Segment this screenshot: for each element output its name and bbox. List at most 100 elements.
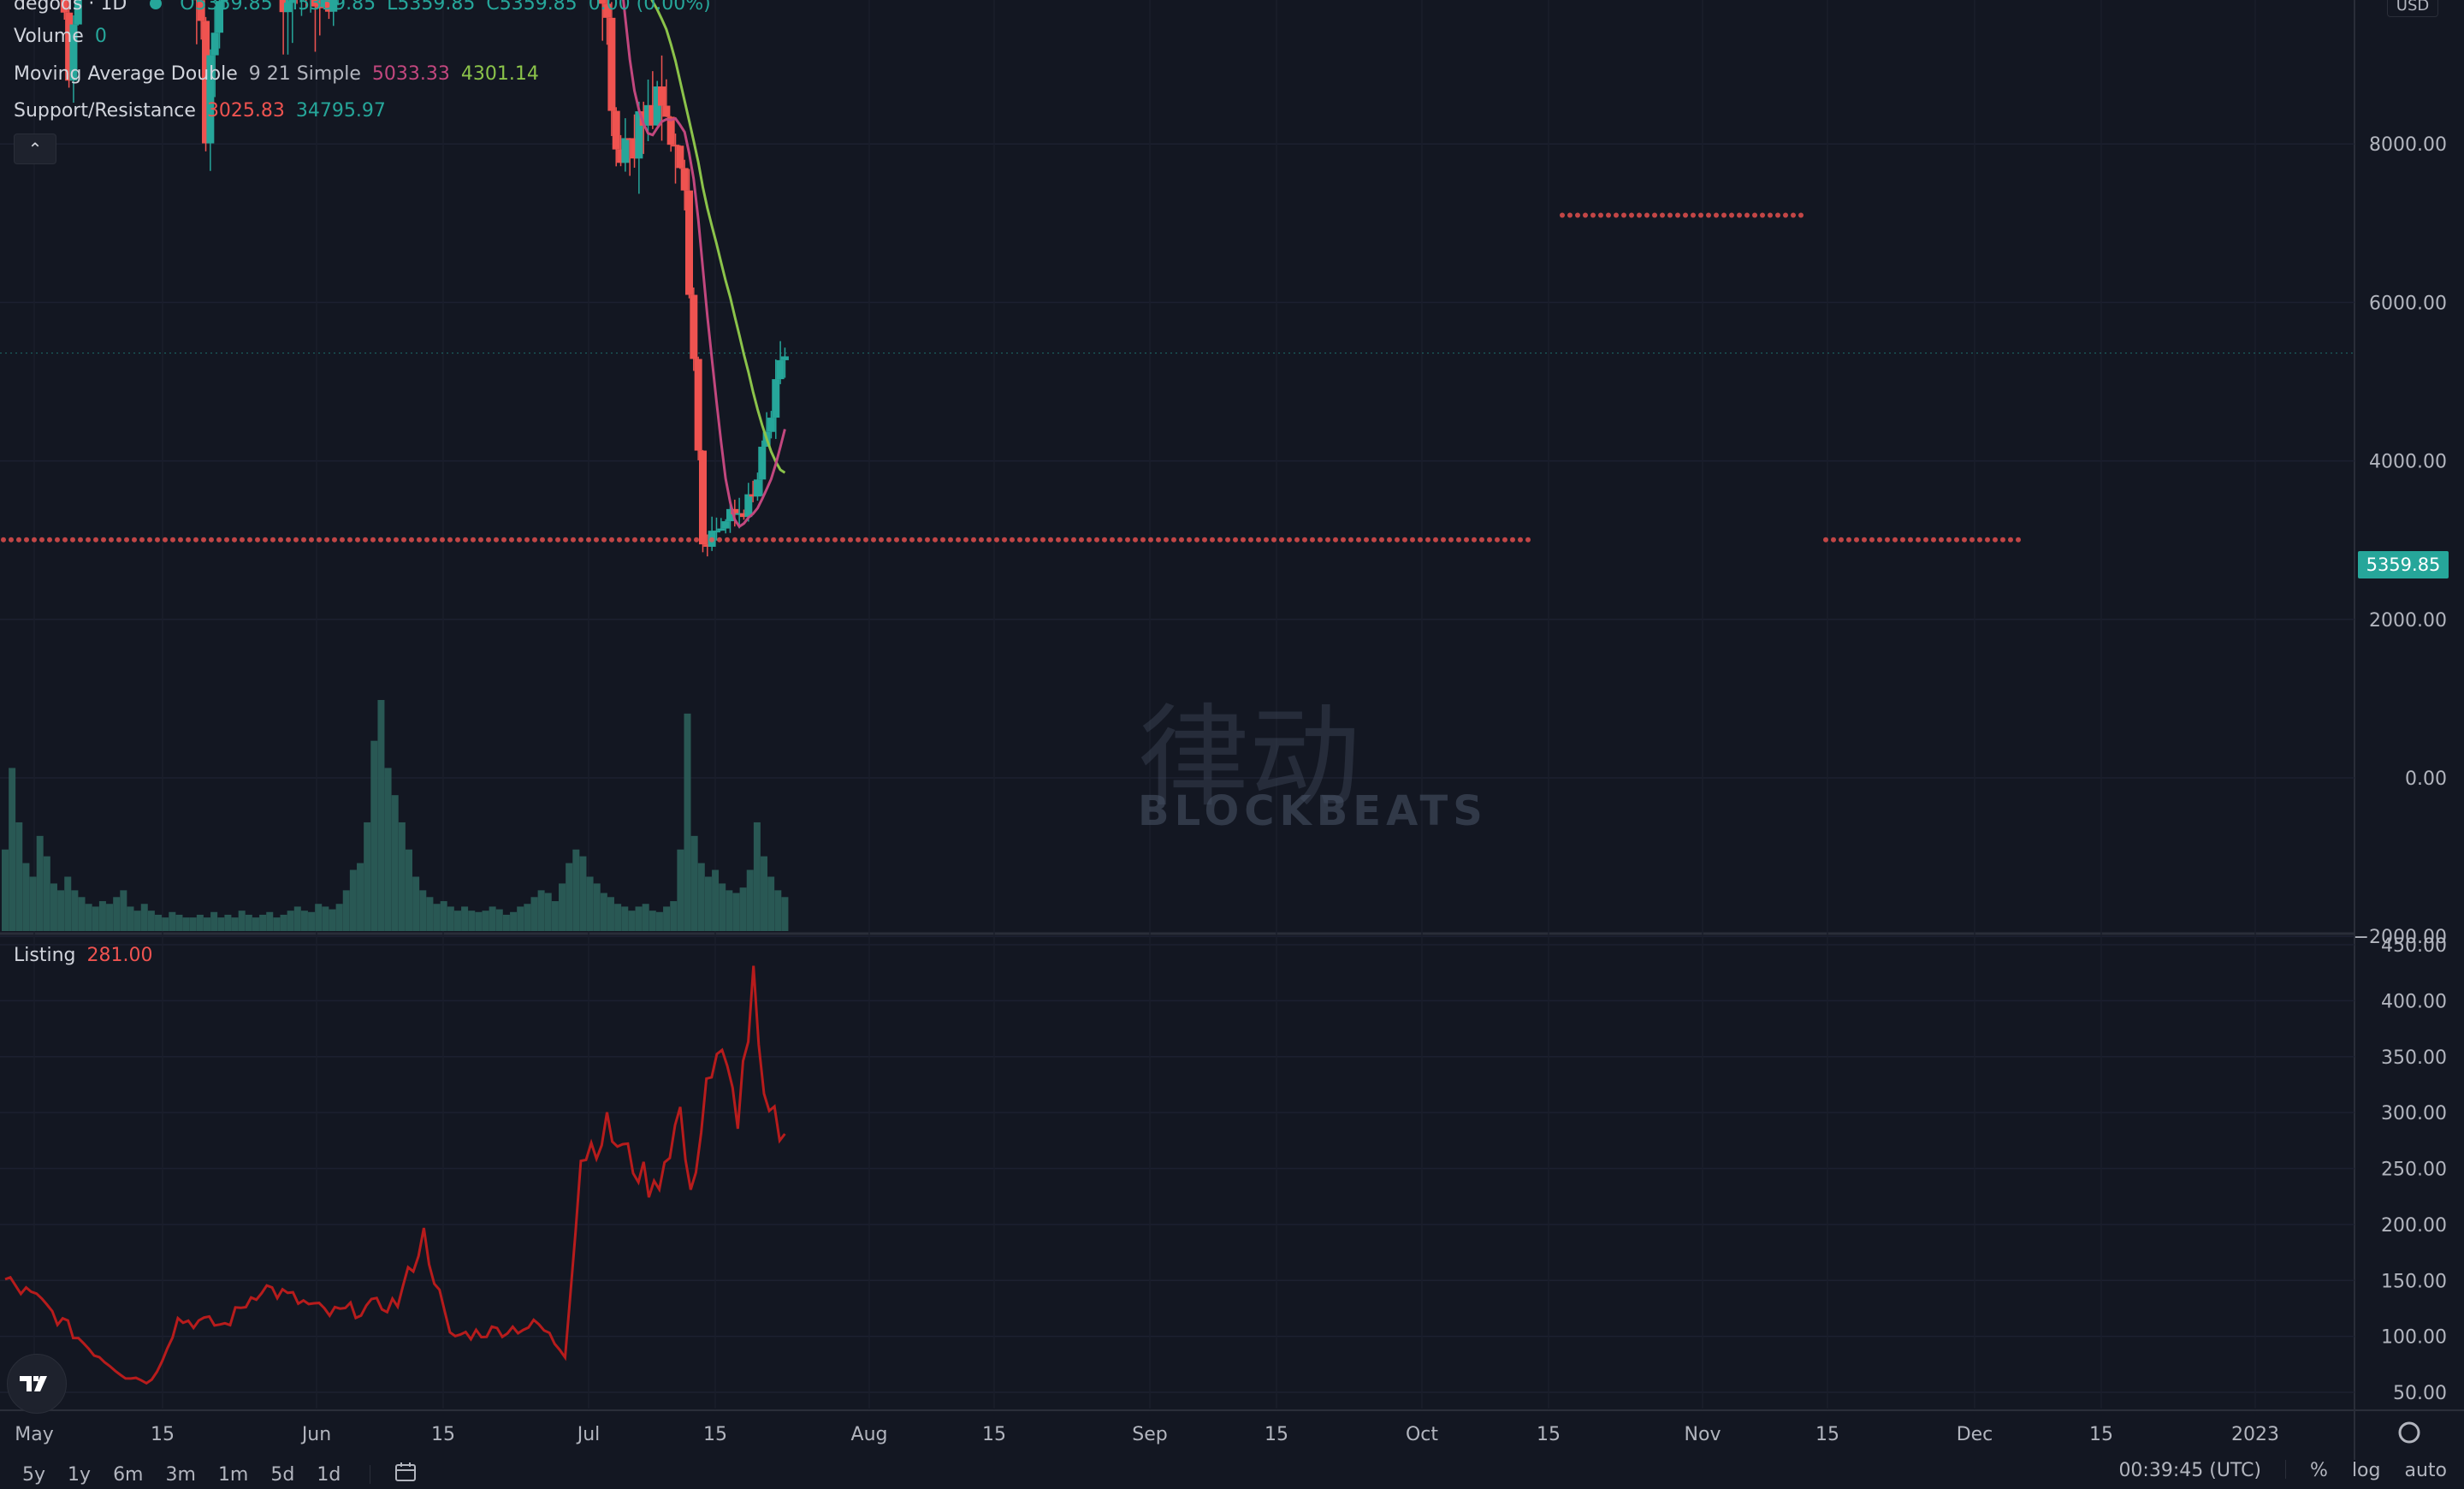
range-1d-button[interactable]: 1d bbox=[317, 1463, 341, 1486]
support-dot bbox=[1133, 537, 1138, 543]
time-tick-label: 15 bbox=[2089, 1424, 2113, 1445]
support-dot bbox=[1525, 537, 1531, 543]
support-dot bbox=[1675, 212, 1680, 218]
support-dot bbox=[340, 537, 345, 543]
support-dot bbox=[332, 537, 337, 543]
support-dot bbox=[1752, 212, 1757, 218]
support-dot bbox=[863, 537, 868, 543]
support-dot bbox=[1614, 212, 1619, 218]
support-dot bbox=[1869, 537, 1875, 543]
sr-legend[interactable]: Support/Resistance 3025.83 34795.97 bbox=[14, 100, 391, 122]
volume-bar bbox=[767, 876, 775, 931]
volume-bar bbox=[140, 904, 148, 931]
volume-bar bbox=[315, 904, 323, 931]
support-dot bbox=[1518, 537, 1523, 543]
support-dot bbox=[840, 537, 845, 543]
range-6m-button[interactable]: 6m bbox=[113, 1463, 144, 1486]
support-dot bbox=[1071, 537, 1076, 543]
ohlc-open: O5359.85 bbox=[180, 0, 273, 15]
volume-bar bbox=[593, 883, 601, 931]
volume-bar bbox=[210, 911, 218, 931]
candle-body bbox=[694, 359, 702, 451]
volume-bar bbox=[453, 911, 461, 931]
volume-value: 0 bbox=[94, 26, 107, 47]
support-dot bbox=[1590, 212, 1596, 218]
log-toggle[interactable]: log bbox=[2351, 1460, 2381, 1481]
support-dot bbox=[1017, 537, 1022, 543]
support-dot bbox=[1033, 537, 1038, 543]
support-dot bbox=[363, 537, 368, 543]
support-dot bbox=[1395, 537, 1400, 543]
support-dot bbox=[9, 537, 14, 543]
auto-toggle[interactable]: auto bbox=[2404, 1460, 2447, 1481]
settings-gear-icon[interactable] bbox=[2398, 1421, 2420, 1444]
volume-bar bbox=[162, 917, 169, 931]
percent-toggle[interactable]: % bbox=[2310, 1460, 2328, 1481]
tradingview-logo-icon[interactable] bbox=[7, 1354, 67, 1414]
support-dot bbox=[1387, 537, 1392, 543]
support-dot bbox=[601, 537, 607, 543]
support-dot bbox=[116, 537, 121, 543]
symbol-label[interactable]: degods · 1D bbox=[14, 0, 127, 15]
support-dot bbox=[1775, 212, 1780, 218]
support-dot bbox=[39, 537, 44, 543]
support-dot bbox=[548, 537, 553, 543]
candle-body bbox=[658, 86, 666, 106]
support-dot bbox=[1294, 537, 1300, 543]
volume-bar bbox=[544, 893, 552, 931]
support-dot bbox=[1256, 537, 1261, 543]
volume-legend[interactable]: Volume 0 bbox=[14, 26, 112, 47]
listing-value: 281.00 bbox=[86, 945, 153, 966]
support-dot bbox=[424, 537, 429, 543]
volume-bar bbox=[224, 914, 232, 931]
support-dot bbox=[1102, 537, 1107, 543]
range-5d-button[interactable]: 5d bbox=[270, 1463, 295, 1486]
volume-bar bbox=[175, 914, 183, 931]
candle-body bbox=[320, 0, 329, 8]
range-1y-button[interactable]: 1y bbox=[68, 1463, 92, 1486]
support-dot bbox=[147, 537, 152, 543]
volume-bar bbox=[308, 911, 316, 931]
volume-bar bbox=[133, 911, 141, 931]
sr-support-value: 3025.83 bbox=[206, 100, 285, 122]
calendar-icon[interactable] bbox=[394, 1462, 417, 1487]
support-dot bbox=[309, 537, 314, 543]
volume-bar bbox=[684, 713, 691, 931]
collapse-legend-button[interactable]: ⌃ bbox=[14, 133, 56, 164]
price-tick-label: 0.00 bbox=[2405, 768, 2447, 790]
range-3m-button[interactable]: 3m bbox=[165, 1463, 196, 1486]
candle-body bbox=[753, 479, 761, 497]
candle-body bbox=[612, 110, 620, 150]
currency-badge[interactable]: USD bbox=[2387, 0, 2438, 17]
volume-bar bbox=[475, 911, 483, 931]
volume-bar bbox=[607, 897, 614, 931]
volume-bar bbox=[739, 887, 747, 931]
candle-body bbox=[644, 104, 653, 126]
volume-bar bbox=[655, 911, 663, 931]
volume-bar bbox=[600, 893, 607, 931]
volume-bar bbox=[342, 890, 350, 931]
support-dot bbox=[1854, 537, 1859, 543]
clock-time[interactable]: 00:39:45 (UTC) bbox=[2118, 1460, 2262, 1481]
range-5y-button[interactable]: 5y bbox=[22, 1463, 46, 1486]
support-dot bbox=[78, 537, 83, 543]
candle-body bbox=[288, 0, 297, 3]
support-dot bbox=[471, 537, 476, 543]
volume-bar bbox=[704, 876, 712, 931]
support-dot bbox=[1916, 537, 1921, 543]
ma-legend[interactable]: Moving Average Double 9 21 Simple 5033.3… bbox=[14, 63, 544, 85]
volume-bar bbox=[726, 890, 733, 931]
support-dot bbox=[1425, 537, 1430, 543]
volume-bar bbox=[433, 904, 441, 931]
volume-bar bbox=[98, 901, 106, 931]
support-dot bbox=[1629, 212, 1634, 218]
range-1m-button[interactable]: 1m bbox=[217, 1463, 249, 1486]
candle-body bbox=[197, 0, 205, 21]
candle-body bbox=[676, 145, 684, 169]
support-dot bbox=[193, 537, 198, 543]
volume-bar bbox=[322, 906, 329, 931]
support-dot bbox=[1698, 212, 1703, 218]
listing-legend[interactable]: Listing 281.00 bbox=[14, 945, 157, 966]
support-dot bbox=[779, 537, 784, 543]
